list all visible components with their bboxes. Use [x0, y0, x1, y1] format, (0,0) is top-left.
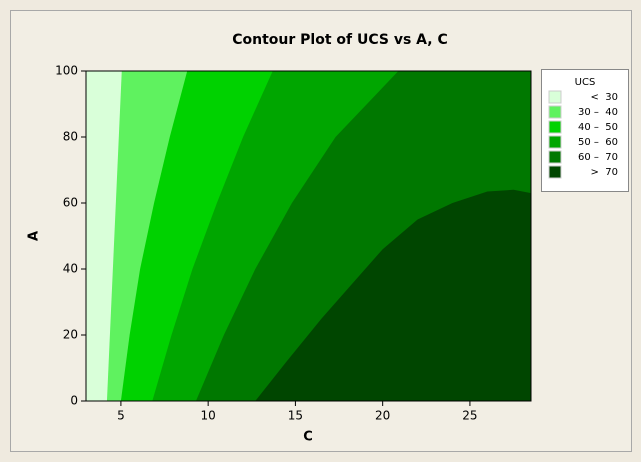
x-tick-label: 5: [117, 409, 125, 423]
legend-swatch: [548, 90, 562, 104]
y-tick-label: 60: [63, 196, 78, 210]
legend-label: 60 – 70: [578, 152, 618, 163]
y-tick-label: 20: [63, 328, 78, 342]
legend-label: < 30: [591, 92, 618, 103]
y-tick-label: 40: [63, 262, 78, 276]
x-tick-label: 15: [288, 409, 303, 423]
plot-border: [85, 70, 532, 402]
y-tick-label: 0: [70, 394, 78, 408]
chart-title: Contour Plot of UCS vs A, C: [232, 32, 448, 48]
legend-label: 50 – 60: [578, 137, 618, 148]
legend-swatch: [548, 150, 562, 164]
legend-label: 40 – 50: [578, 122, 618, 133]
y-tick-label: 80: [63, 130, 78, 144]
y-axis-label: A: [27, 231, 42, 241]
legend-label: 30 – 40: [578, 107, 618, 118]
y-tick-label: 100: [55, 64, 78, 78]
x-axis-label: C: [303, 430, 313, 445]
legend-swatch: [548, 120, 562, 134]
legend-swatch: [548, 135, 562, 149]
legend-swatch: [548, 105, 562, 119]
legend-label: > 70: [591, 167, 618, 178]
legend-swatch: [548, 165, 562, 179]
x-tick-label: 20: [375, 409, 390, 423]
contour-region: [255, 189, 531, 401]
legend-title: UCS: [575, 77, 596, 88]
x-tick-label: 25: [462, 409, 477, 423]
x-tick-label: 10: [201, 409, 216, 423]
